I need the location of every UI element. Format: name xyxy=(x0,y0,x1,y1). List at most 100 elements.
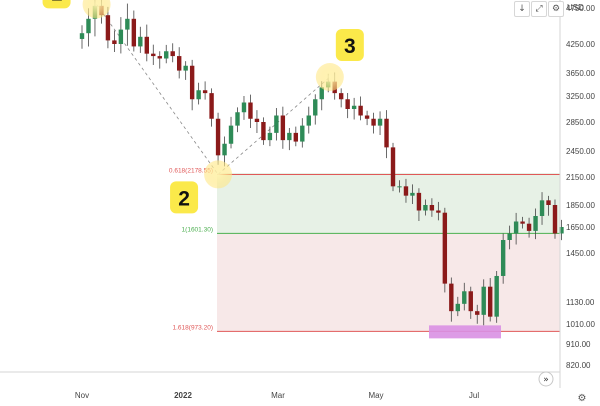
price-tick-label: 4250.00 xyxy=(566,40,595,49)
pivot-dash-line xyxy=(96,4,219,175)
candle-body xyxy=(384,118,389,148)
price-tick-label: 1130.00 xyxy=(566,298,595,307)
pivot-highlight xyxy=(82,0,111,19)
candle-body xyxy=(183,65,188,71)
candle-body xyxy=(442,212,448,284)
pivot-badge-label: 1 xyxy=(51,0,63,5)
candle-body xyxy=(416,192,422,211)
candle-body xyxy=(520,221,525,224)
price-tick-label: 1650.00 xyxy=(566,223,595,232)
candle-body xyxy=(202,90,208,94)
candle-body xyxy=(507,233,512,240)
price-tick-label: 3650.00 xyxy=(566,69,595,78)
candle-body xyxy=(196,90,201,100)
price-tick-label: 820.00 xyxy=(566,361,591,370)
settings-button[interactable]: ⚙ xyxy=(548,1,564,17)
candle-body xyxy=(403,186,409,196)
price-tick-label: 910.00 xyxy=(566,340,591,349)
candle-body xyxy=(105,15,111,41)
candle-body xyxy=(79,33,85,39)
pivot-highlight xyxy=(204,160,233,189)
fib-zone-green xyxy=(217,173,560,234)
candle-body xyxy=(475,311,480,315)
candle-body xyxy=(526,223,532,231)
gear-icon: ⚙ xyxy=(551,4,561,14)
candle-body xyxy=(313,99,318,116)
fib-level-label: 1(1601.30) xyxy=(182,226,213,233)
candle-body xyxy=(436,210,441,213)
candle-body xyxy=(533,216,538,231)
time-tick-label: Nov xyxy=(75,391,89,400)
arrow-down-icon: ↓ xyxy=(518,4,526,14)
candle-body xyxy=(189,65,195,100)
candle-body xyxy=(539,200,545,216)
price-tick-label: 2450.00 xyxy=(566,147,595,156)
gear-icon: ⚙ xyxy=(578,393,587,404)
candle-body xyxy=(351,105,357,109)
time-tick-label: May xyxy=(368,391,383,400)
candle-body xyxy=(358,105,363,116)
currency-text: USD xyxy=(567,3,584,12)
chart-settings-button[interactable]: ⚙ xyxy=(578,393,587,404)
candle-body xyxy=(112,40,117,44)
candle-body xyxy=(319,87,324,100)
price-tick-label: 2850.00 xyxy=(566,118,595,127)
fib-level-label: 0.618(2178.55) xyxy=(169,168,213,175)
candle-body xyxy=(552,205,558,234)
time-tick-label: Mar xyxy=(271,391,285,400)
candle-body xyxy=(423,205,428,211)
pivot-dash-line xyxy=(217,76,331,175)
candle-body xyxy=(222,143,227,156)
time-tick-label: 2022 xyxy=(174,391,192,400)
candle-body xyxy=(397,186,402,188)
download-button[interactable]: ↓ xyxy=(514,1,530,17)
pivot-badge-label: 3 xyxy=(344,35,356,58)
candle-body xyxy=(209,93,214,119)
fullscreen-button[interactable]: ⤢ xyxy=(531,1,547,17)
fib-level-label: 1.618(973.20) xyxy=(173,324,213,331)
support-highlight-box xyxy=(429,325,501,339)
candle-body xyxy=(118,29,124,44)
candle-body xyxy=(455,303,461,312)
candle-body xyxy=(138,36,143,47)
pivot-badge xyxy=(42,0,71,9)
candle-body xyxy=(345,99,350,109)
candle-body xyxy=(274,115,279,133)
price-tick-label: 1010.00 xyxy=(566,320,595,329)
pivot-badge xyxy=(335,29,364,62)
currency-label: USD xyxy=(567,3,584,12)
candle-body xyxy=(164,51,169,59)
pivot-highlight xyxy=(315,63,344,92)
price-tick-label: 2150.00 xyxy=(566,173,595,182)
candle-body xyxy=(390,147,396,187)
candle-body xyxy=(306,115,311,126)
candle-body xyxy=(261,122,266,141)
price-tick-label: 1450.00 xyxy=(566,249,595,258)
candle-body xyxy=(151,53,156,57)
candle-body xyxy=(176,56,182,71)
time-tick-label: Jul xyxy=(469,391,479,400)
candle-body xyxy=(267,132,273,141)
candle-body xyxy=(371,118,376,126)
candle-body xyxy=(300,125,305,142)
scroll-forward-button[interactable]: » xyxy=(538,371,554,387)
candle-body xyxy=(429,205,435,211)
candle-body xyxy=(86,18,91,34)
candle-body xyxy=(125,18,130,30)
candle-body xyxy=(287,132,292,141)
price-tick-label: 1850.00 xyxy=(566,201,595,210)
candle-body xyxy=(487,286,493,317)
candle-body xyxy=(377,118,383,126)
candle-body xyxy=(462,291,467,304)
candle-body xyxy=(241,102,247,113)
candle-body xyxy=(131,18,137,47)
candle-body xyxy=(494,275,499,317)
candle-body xyxy=(235,112,240,126)
candle-body xyxy=(215,118,221,156)
candle-body xyxy=(157,56,162,59)
price-tick-label: 4750.00 xyxy=(566,4,595,13)
expand-icon: ⤢ xyxy=(535,4,543,14)
pivot-badge xyxy=(170,181,199,214)
